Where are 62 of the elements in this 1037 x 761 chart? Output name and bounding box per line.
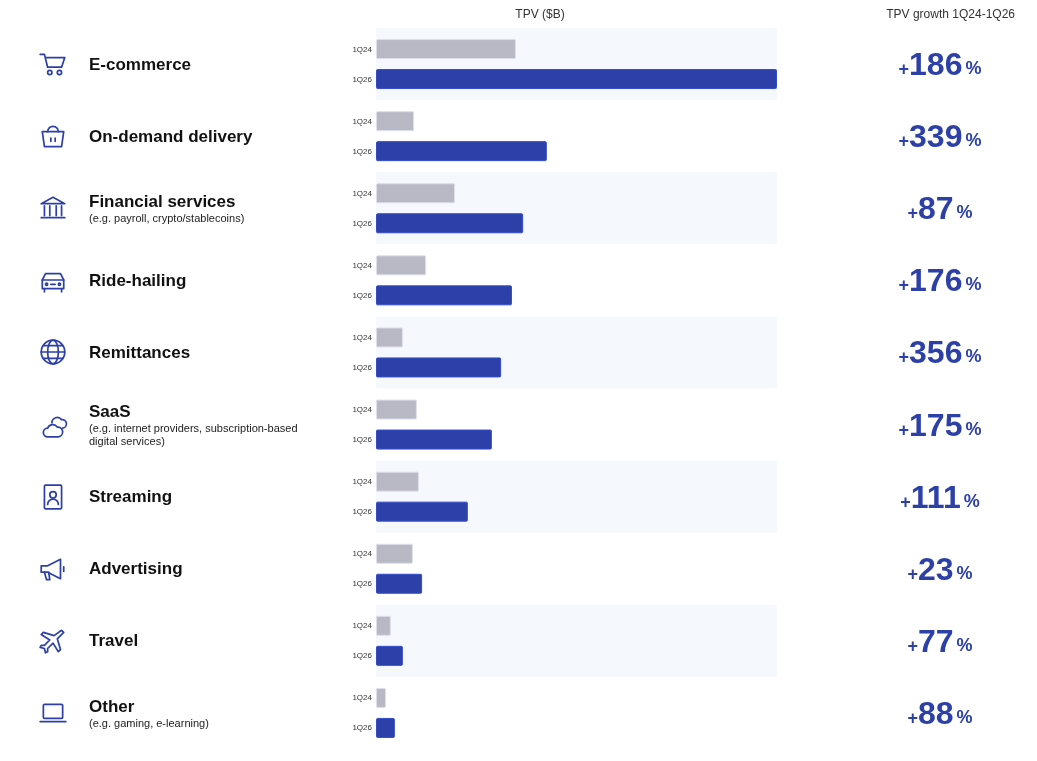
text: +23% [907, 550, 973, 587]
bar [376, 573, 423, 594]
text: 1Q24 [352, 116, 372, 126]
text: +111% [900, 478, 980, 515]
bar [376, 285, 512, 306]
bar [376, 501, 468, 522]
x-axis-title: TPV ($B) [515, 7, 565, 21]
y-tick-label: Other (e.g. gaming, e-learning) [89, 696, 209, 729]
bar [376, 429, 492, 450]
y-tick-label: Remittances [89, 342, 191, 362]
text: +176% [898, 262, 982, 299]
bar [376, 327, 403, 348]
text: 1Q26 [352, 651, 372, 661]
bar [376, 687, 387, 708]
text: 1Q24 [352, 693, 372, 703]
bar [376, 615, 391, 636]
bar [376, 183, 455, 204]
y-tick-label: Streaming [89, 487, 173, 507]
text: 1Q26 [352, 507, 372, 517]
text: 1Q24 [352, 621, 372, 631]
series-label: 1Q26 [352, 74, 373, 84]
y-tick-label: Ride-hailing [89, 270, 187, 290]
y-tick-label: Travel [89, 631, 139, 651]
text: 1Q26 [352, 290, 372, 300]
text: 1Q24 [352, 260, 372, 270]
text: +77% [907, 622, 973, 659]
bar [376, 39, 516, 60]
text: +175% [898, 406, 982, 443]
y-tick-label: SaaS (e.g. internet providers, subscription-based digital services) [89, 402, 298, 448]
bar [376, 255, 427, 276]
text: 1Q26 [352, 579, 372, 589]
y-tick-label: Financial services (e.g. payroll, crypto/stablecoins) [89, 192, 245, 225]
series-label: 1Q24 [352, 44, 373, 54]
text: +356% [898, 334, 982, 371]
bar [376, 543, 413, 564]
text: 1Q24 [352, 332, 372, 342]
text: 1Q26 [352, 218, 372, 228]
y-tick-label: Advertising [89, 559, 183, 579]
bar [376, 357, 502, 378]
bar [376, 645, 403, 666]
text: 1Q24 [352, 405, 372, 415]
bar [376, 141, 547, 162]
bar [376, 399, 417, 420]
bar [376, 471, 419, 492]
y-tick-label: On-demand delivery [89, 126, 253, 146]
y-tick-label: E-commerce [89, 54, 192, 74]
bar [376, 111, 415, 132]
text: +339% [898, 118, 982, 155]
bar [376, 717, 395, 738]
bar [376, 69, 777, 90]
text: 1Q26 [352, 146, 372, 156]
text: 1Q24 [352, 188, 372, 198]
text: 1Q26 [352, 362, 372, 372]
text: 1Q24 [352, 477, 372, 487]
bar [376, 213, 524, 234]
text: 1Q26 [352, 723, 372, 733]
text: +88% [907, 694, 973, 731]
text: +186% [898, 46, 982, 83]
text: 1Q24 [352, 549, 372, 559]
text: TPV growth 1Q24-1Q26 [886, 7, 1016, 21]
text: 1Q26 [352, 435, 372, 445]
text: +87% [907, 190, 973, 227]
